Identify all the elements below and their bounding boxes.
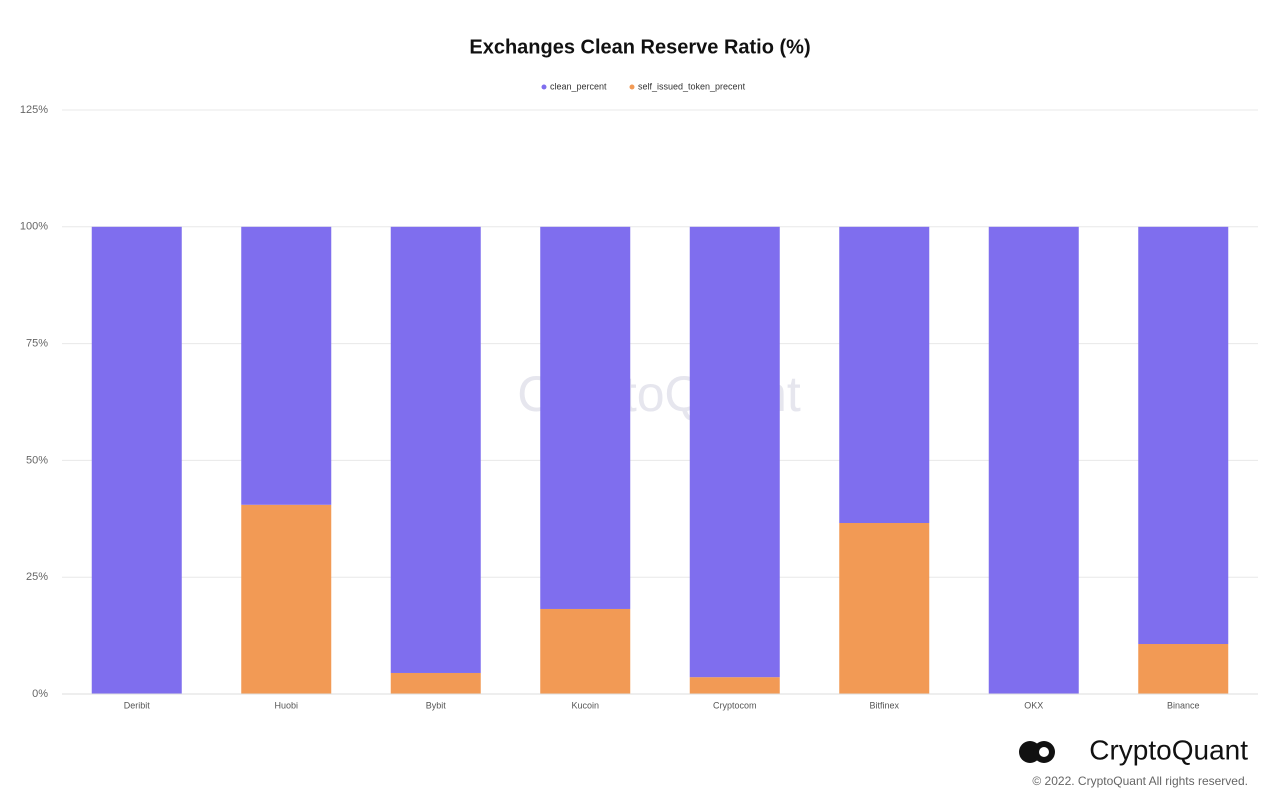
y-tick-label: 125% — [20, 104, 48, 116]
bar-segment — [689, 677, 780, 694]
brand-logo — [1019, 741, 1055, 763]
bar-segment — [988, 226, 1079, 695]
bar-segment — [390, 226, 481, 673]
bar-segment — [1138, 644, 1229, 694]
x-tick-label: Cryptocom — [713, 700, 757, 710]
y-tick-label: 25% — [26, 571, 48, 583]
bar-segment — [241, 504, 332, 694]
bar-segment — [1138, 226, 1229, 645]
x-tick-label: Binance — [1167, 700, 1200, 710]
bar-segment — [540, 226, 631, 609]
x-tick-label: Deribit — [124, 700, 151, 710]
x-tick-label: Bybit — [426, 700, 447, 710]
bar-segment — [91, 226, 182, 695]
logo-icon — [1039, 747, 1049, 757]
x-tick-label: Bitfinex — [869, 700, 899, 710]
legend-label: clean_percent — [550, 81, 607, 91]
x-tick-label: OKX — [1024, 700, 1043, 710]
x-tick-label: Huobi — [274, 700, 298, 710]
bar-segment — [839, 226, 930, 524]
chart-title: Exchanges Clean Reserve Ratio (%) — [469, 36, 810, 58]
y-tick-label: 50% — [26, 454, 48, 466]
bar-segment — [241, 226, 332, 505]
bar-segment — [390, 672, 481, 694]
brand-name: CryptoQuant — [1089, 734, 1248, 765]
copyright: © 2022. CryptoQuant All rights reserved. — [1032, 774, 1248, 788]
y-tick-label: 100% — [20, 221, 48, 233]
bar-segment — [839, 523, 930, 694]
bar-segment — [540, 608, 631, 694]
legend-marker — [541, 84, 547, 90]
legend-marker — [629, 84, 635, 90]
legend-label: self_issued_token_precent — [638, 81, 746, 91]
x-tick-label: Kucoin — [571, 700, 599, 710]
y-tick-label: 0% — [32, 688, 48, 700]
bar-segment — [689, 226, 780, 678]
y-tick-label: 75% — [26, 338, 48, 350]
